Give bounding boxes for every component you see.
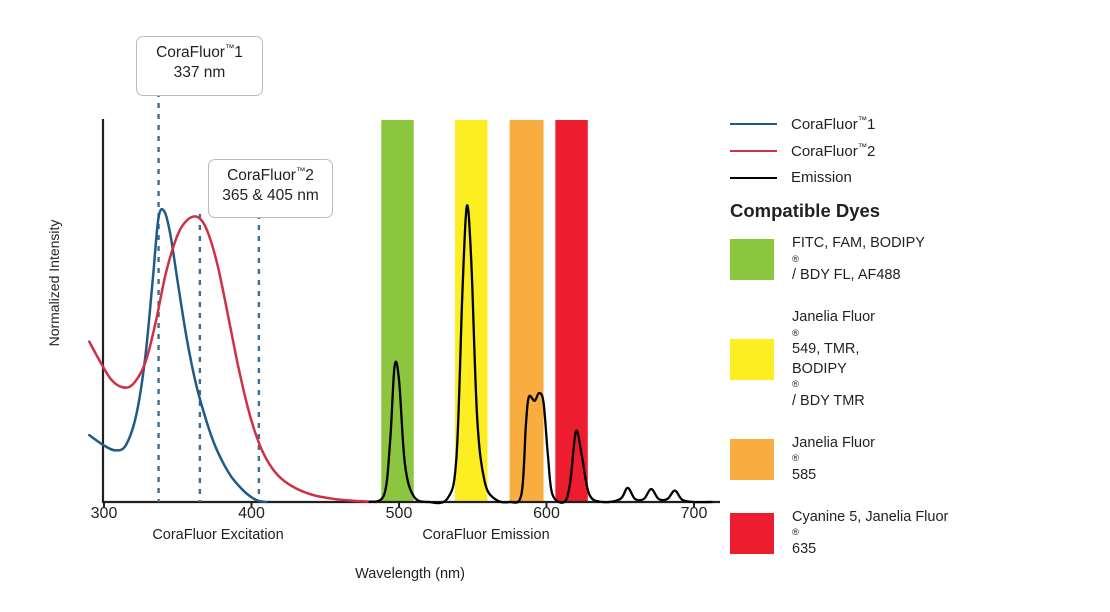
trademark-icon: ™ [857,114,868,126]
dye-label-2: Janelia Fluor ® 585 [792,434,875,486]
dye-label-1-line1: Janelia Fluor ® 549, TMR, [792,308,876,358]
emission-band-2 [509,120,544,502]
legend-item-1[interactable]: CoraFluor™2 [730,137,1100,164]
legend-label-0: CoraFluor™1 [791,114,876,133]
dye-color-swatch-2 [730,439,774,481]
callout-corafluor2-title: CoraFluor™2 [227,166,314,185]
compatible-dyes-heading: Compatible Dyes [730,200,881,221]
dye-label-2-line1: Janelia Fluor ® 585 [792,434,876,484]
x-axis-title: Wavelength (nm) [355,566,465,582]
y-axis-title: Normalized Intensity [46,219,62,347]
x-tick-300: 300 [90,505,118,522]
callout-corafluor2-value: 365 & 405 nm [222,186,319,204]
series-legend: CoraFluor™1 CoraFluor™2 Emission [730,110,1100,191]
trademark-icon: ™ [224,43,235,54]
callout-corafluor1-title: CoraFluor™1 [156,43,243,62]
compatible-dyes-list: FITC, FAM, BODIPY ® / BDY FL, AF488 Janelia… [730,234,1105,582]
registered-icon: ® [792,527,799,539]
legend-line-swatch-0 [730,122,777,125]
dye-color-swatch-0 [730,239,774,281]
dye-label-1-line2: BODIPY ® / BDY TMR [792,360,875,412]
legend-label-1: CoraFluor™2 [791,141,876,160]
dye-row-2[interactable]: Janelia Fluor ® 585 [730,434,1105,486]
dye-label-0-line1: FITC, FAM, BODIPY ® / BDY FL, AF488 [792,235,925,284]
dye-color-swatch-3 [730,513,774,555]
dye-label-3-line1: Cyanine 5, Janelia Fluor ® 635 [792,508,949,558]
dye-color-swatch-1 [730,339,774,381]
dye-row-0[interactable]: FITC, FAM, BODIPY ® / BDY FL, AF488 [730,234,1105,286]
dye-label-1: Janelia Fluor ® 549, TMR, BODIPY ® / BDY TMR [792,308,875,412]
x-tick-700: 700 [680,505,708,522]
series-curve-2 [368,204,713,505]
series-curve-0 [88,207,268,504]
legend-item-0[interactable]: CoraFluor™1 [730,110,1100,137]
callout-corafluor2: CoraFluor™2 365 & 405 nm [208,159,333,218]
registered-icon: ® [792,453,799,465]
callout-corafluor1-value: 337 nm [173,63,226,81]
legend-line-swatch-1 [730,149,777,152]
legend-line-swatch-2 [730,176,777,179]
dye-row-1[interactable]: Janelia Fluor ® 549, TMR, BODIPY ® / BDY TMR [730,308,1105,412]
axis-section-excitation: CoraFluor Excitation [152,527,284,543]
axis-section-emission: CoraFluor Emission [422,527,550,543]
x-tick-500: 500 [385,505,413,522]
emission-band-0 [381,120,414,502]
trademark-icon: ™ [857,141,868,153]
legend-item-2[interactable]: Emission [730,164,1100,191]
callout-corafluor1: CoraFluor™1 337 nm [136,36,263,96]
x-tick-400: 400 [238,505,265,522]
emission-band-3 [555,120,588,502]
dye-label-3: Cyanine 5, Janelia Fluor ® 635 [792,508,948,560]
series-curve-1 [88,215,379,504]
dye-row-3[interactable]: Cyanine 5, Janelia Fluor ® 635 [730,508,1105,560]
trademark-icon: ™ [295,166,306,177]
registered-icon: ® [792,379,799,391]
legend-label-2: Emission [791,169,852,186]
dye-label-0: FITC, FAM, BODIPY ® / BDY FL, AF488 [792,234,925,286]
x-tick-600: 600 [533,505,560,522]
registered-icon: ® [792,253,799,265]
emission-band-1 [455,120,488,502]
registered-icon: ® [792,327,799,339]
